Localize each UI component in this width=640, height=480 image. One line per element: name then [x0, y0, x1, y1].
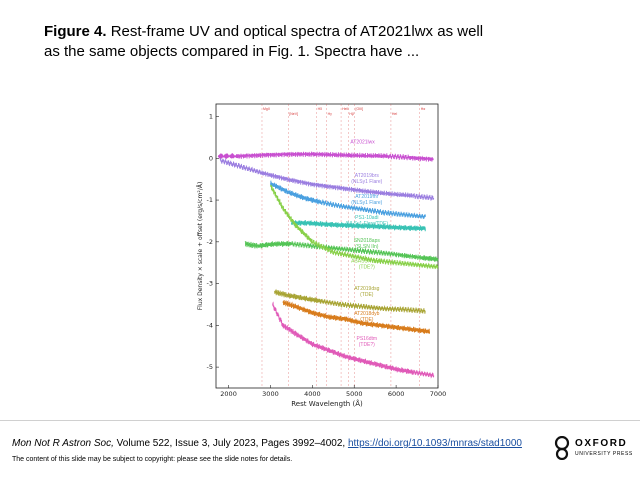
figure-label: Figure 4. [44, 23, 107, 40]
y-tick-label-2: -1 [207, 196, 213, 204]
series-line-at2021lwx [217, 151, 434, 162]
line-marker-label-10: Hα [421, 107, 426, 111]
citation-details: Volume 522, Issue 3, July 2023, Pages 39… [113, 438, 348, 449]
doi-link[interactable]: https://doi.org/10.1093/mnras/stad1000 [347, 438, 522, 449]
series-label-5-1: (TDE?) [359, 265, 375, 271]
series-line-at2018dyb [282, 299, 431, 334]
y-tick-label-3: -2 [207, 238, 213, 246]
x-tick-label-4: 6000 [388, 390, 405, 398]
y-tick-label-0: 1 [209, 113, 213, 121]
line-marker-label-6: HeII [342, 107, 348, 111]
line-marker-label-7: Hβ [349, 112, 354, 116]
series-label-7-0: AT2018dyb [354, 311, 379, 317]
series-label-5-0: ASASSN-15lh [351, 259, 383, 265]
series-label-2-1: (NLSy1 Flare) [351, 200, 382, 206]
series-label-6-1: (TDE) [360, 292, 374, 298]
y-tick-label-5: -4 [207, 321, 213, 329]
y-tick-label-6: -5 [207, 363, 213, 371]
series-line-at2019dsg [274, 288, 426, 314]
publisher-name: OXFORD [575, 438, 628, 449]
line-marker-label-9: HeI [392, 112, 397, 116]
citation-journal: Mon Not R Astron Soc, [12, 438, 114, 449]
line-marker-label-5: Hγ [328, 112, 333, 116]
caption-text-line1: Rest-frame UV and optical spectra of AT2… [110, 23, 484, 40]
series-line-ps16dtm [272, 301, 435, 379]
x-tick-label-2: 4000 [304, 390, 321, 398]
line-marker-label-4: Hδ [318, 107, 323, 111]
series-line-sn2018aps [244, 240, 439, 263]
series-line-at2019fhr [270, 180, 426, 220]
copyright-notice: The content of this slide may be subject… [12, 456, 293, 463]
series-label-4-1: (SLSN IIn) [355, 244, 379, 250]
x-tick-label-5: 7000 [430, 390, 447, 398]
series-line-ps1-10adi [290, 220, 426, 232]
oxford-crest-icon [554, 435, 570, 461]
y-tick-label-1: 0 [209, 154, 213, 162]
figure-caption: Figure 4. Rest-frame UV and optical spec… [44, 22, 604, 62]
series-label-2-0: AT2019fhr [355, 194, 378, 200]
series-label-8-1: (TDE?) [359, 342, 375, 348]
series-label-3-0: PS1-10adi [355, 215, 378, 221]
x-tick-label-1: 3000 [262, 390, 279, 398]
y-axis-label: Flux Density × scale + offset (erg/s/cm²… [197, 182, 204, 311]
x-axis-label: Rest Wavelength (Å) [291, 399, 363, 408]
publisher-sub: UNIVERSITY PRESS [575, 451, 633, 457]
line-marker-label-3: [NeV] [289, 112, 298, 116]
caption-text-line2: as the same objects compared in Fig. 1. … [44, 43, 420, 60]
line-marker-label-2: MgII [263, 107, 270, 111]
divider [0, 420, 640, 421]
series-line-asassn-15lh [270, 184, 439, 270]
series-label-6-0: AT2019dsg [354, 286, 379, 292]
line-marker-label-8: [OIII] [356, 107, 364, 111]
series-label-1-1: (NLSy1 Flare) [351, 179, 382, 185]
series-label-7-1: (TDE) [360, 317, 374, 323]
series-label-8-0: PS16dtm [357, 336, 378, 342]
series-line-at2019brs [219, 157, 435, 201]
y-tick-label-4: -3 [207, 280, 213, 288]
oxford-logo[interactable]: OXFORD UNIVERSITY PRESS [553, 435, 633, 464]
series-label-1-0: AT2019brs [355, 173, 380, 179]
series-label-3-1: (NLSy1 Flare/TDE) [346, 221, 389, 227]
citation: Mon Not R Astron Soc, Volume 522, Issue … [12, 437, 522, 450]
x-tick-label-3: 5000 [346, 390, 363, 398]
series-label-0-0: AT2021lwx [350, 140, 375, 146]
x-tick-label-0: 2000 [220, 390, 237, 398]
series-label-4-0: SN2018aps [354, 238, 381, 244]
